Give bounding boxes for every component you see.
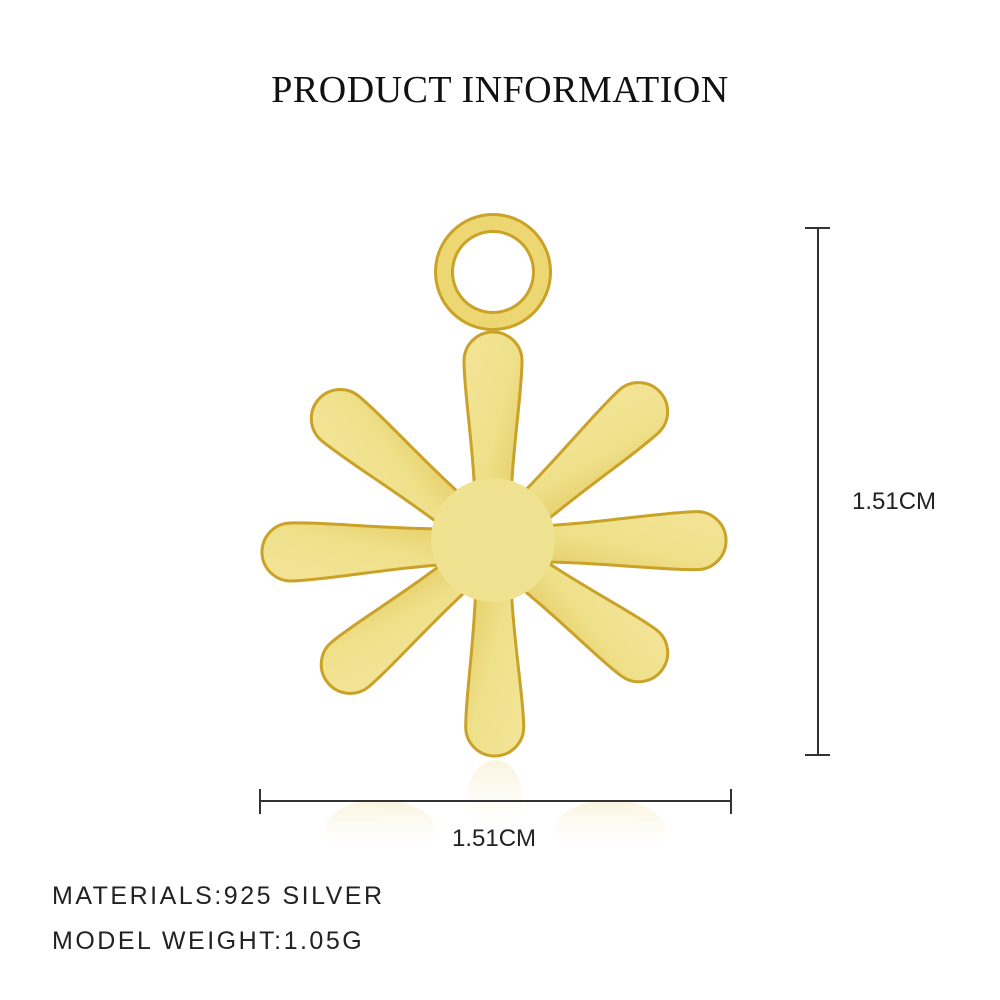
height-dimension-line [805, 227, 830, 756]
materials-text: MATERIALS:925 SILVER [52, 882, 385, 910]
flower-center [431, 478, 555, 602]
page-title: PRODUCT INFORMATION [271, 69, 729, 111]
jump-ring [434, 213, 552, 331]
weight-text: MODEL WEIGHT:1.05G [52, 927, 365, 955]
width-label: 1.51CM [452, 825, 537, 852]
height-label: 1.51CM [852, 488, 937, 515]
width-dimension-line [259, 789, 732, 814]
